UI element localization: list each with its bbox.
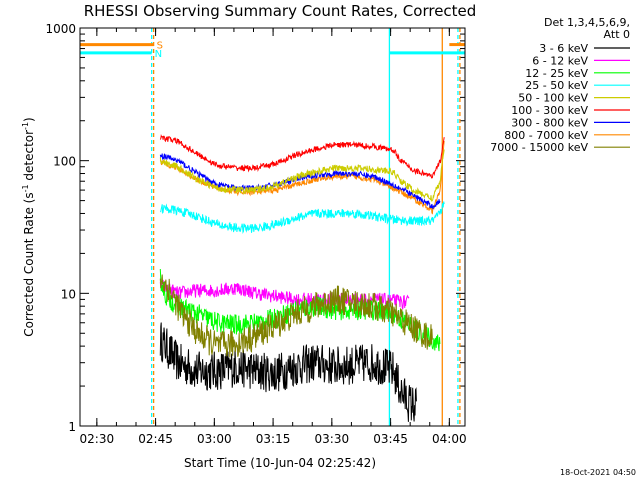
x-tick-label: 03:15 [256,432,291,446]
x-tick-label: 02:30 [80,432,115,446]
y-label-main: Corrected Count Rate (s [22,192,36,336]
y-tick-label: 1000 [45,22,76,36]
y-axis-label: Corrected Count Rate (s-1 detector-1) [21,117,36,336]
legend-title-2: Att 0 [604,28,630,41]
attenuator-flags: SN [80,41,465,60]
series-line [159,134,445,179]
axis-ticks [80,27,465,427]
x-tick-labels: 02:30 02:45 03:00 03:15 03:30 03:45 04:00 [80,432,467,446]
y-label-end: ) [22,117,36,122]
plot-area: SN [79,27,466,427]
legend-label: 800 - 7000 keV [504,129,588,142]
plot-frame [79,27,466,427]
series-line [159,153,441,210]
vertical-markers [151,28,461,426]
series-line [159,149,445,202]
x-axis-label: Start Time (10-Jun-04 02:25:42) [184,456,376,470]
x-tick-label: 03:00 [197,432,232,446]
y-tick-label: 1 [68,420,76,434]
legend-label: 12 - 25 keV [525,67,588,80]
svg-text:Corrected Count Rate (s-1 dete: Corrected Count Rate (s-1 detector-1) [21,117,36,336]
legend-title-1: Det 1,3,4,5,6,9, [544,16,630,29]
series-line [159,201,445,235]
x-tick-label: 03:30 [315,432,350,446]
y-tick-labels: 1 10 100 1000 [45,22,76,434]
series-line [159,274,433,358]
legend-label: 300 - 800 keV [511,116,588,129]
legend-label: 7000 - 15000 keV [490,141,588,154]
flag-label: N [155,49,162,60]
legend-label: 50 - 100 keV [518,92,588,105]
series-line [159,322,417,422]
y-label-sup2: -1 [21,122,30,130]
y-tick-label: 100 [53,155,76,169]
x-tick-label: 02:45 [138,432,173,446]
legend-label: 100 - 300 keV [511,104,588,117]
legend-label: 6 - 12 keV [532,54,588,67]
series-line [159,140,445,215]
y-label-mid: detector [22,130,36,185]
timestamp: 18-Oct-2021 04:50 [560,468,636,477]
chart-title: RHESSI Observing Summary Count Rates, Co… [84,2,477,20]
legend-label: 25 - 50 keV [525,79,588,92]
x-tick-label: 04:00 [432,432,467,446]
y-label-sup1: -1 [21,184,30,192]
x-tick-label: 03:45 [373,432,408,446]
flag-label: S [157,41,163,52]
legend-label: 3 - 6 keV [539,42,588,55]
data-series [159,134,445,422]
y-tick-label: 10 [61,287,76,301]
